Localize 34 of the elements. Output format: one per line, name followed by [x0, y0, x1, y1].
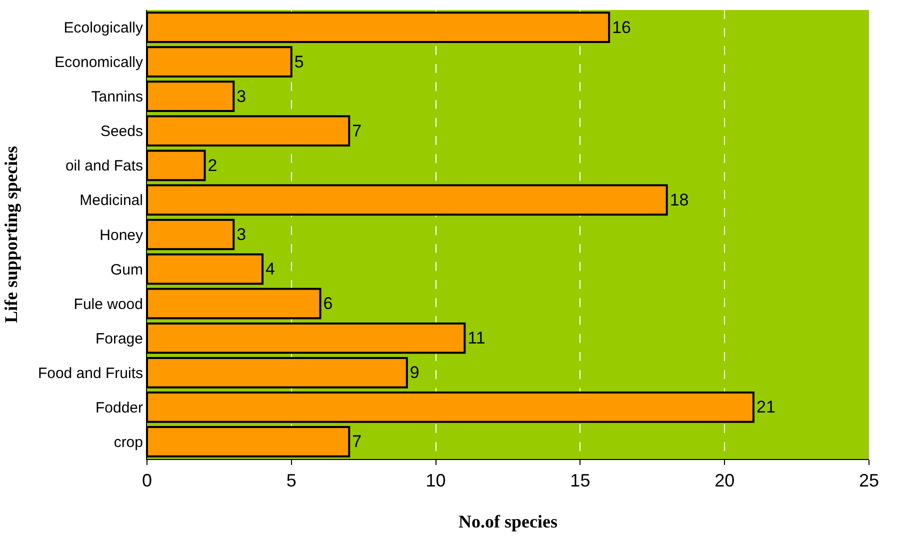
y-tick-label: Economically — [54, 54, 144, 72]
y-tick-label: Fule wood — [74, 296, 143, 313]
y-tick-label: crop — [114, 434, 143, 451]
y-tick-label: Forage — [95, 330, 143, 348]
y-tick-label: Ecologically — [64, 20, 144, 37]
x-tick-label: 0 — [142, 470, 152, 491]
data-label: 3 — [236, 86, 246, 106]
x-tick-label: 25 — [858, 470, 880, 491]
data-label: 2 — [208, 156, 218, 175]
data-label: 7 — [352, 432, 362, 452]
data-label: 18 — [670, 190, 689, 210]
data-label: 16 — [612, 18, 631, 37]
x-tick-label: 15 — [570, 470, 590, 491]
data-label: 4 — [266, 260, 275, 279]
x-tick-label: 10 — [426, 470, 446, 491]
y-tick-label: Fodder — [95, 399, 143, 416]
data-label: 11 — [468, 328, 486, 348]
data-label: 21 — [756, 398, 776, 417]
data-label: 3 — [236, 225, 246, 244]
y-axis-title: Life supporting species — [1, 146, 22, 324]
data-label: 9 — [410, 363, 420, 382]
x-tick-label: 20 — [714, 470, 735, 491]
y-tick-label: Honey — [100, 226, 144, 244]
x-axis-title: No.of species — [458, 512, 558, 532]
data-label: 5 — [294, 52, 304, 72]
y-tick-label: Seeds — [100, 123, 143, 140]
y-tick-label: Food and Fruits — [38, 364, 143, 382]
data-label: 6 — [323, 294, 333, 314]
y-tick-label: oil and Fats — [65, 158, 143, 175]
data-label: 7 — [352, 121, 362, 140]
y-tick-label: Gum — [110, 261, 143, 278]
y-tick-label: Tannins — [91, 88, 143, 106]
x-tick-label: 5 — [286, 470, 296, 491]
y-tick-label: Medicinal — [80, 192, 143, 210]
